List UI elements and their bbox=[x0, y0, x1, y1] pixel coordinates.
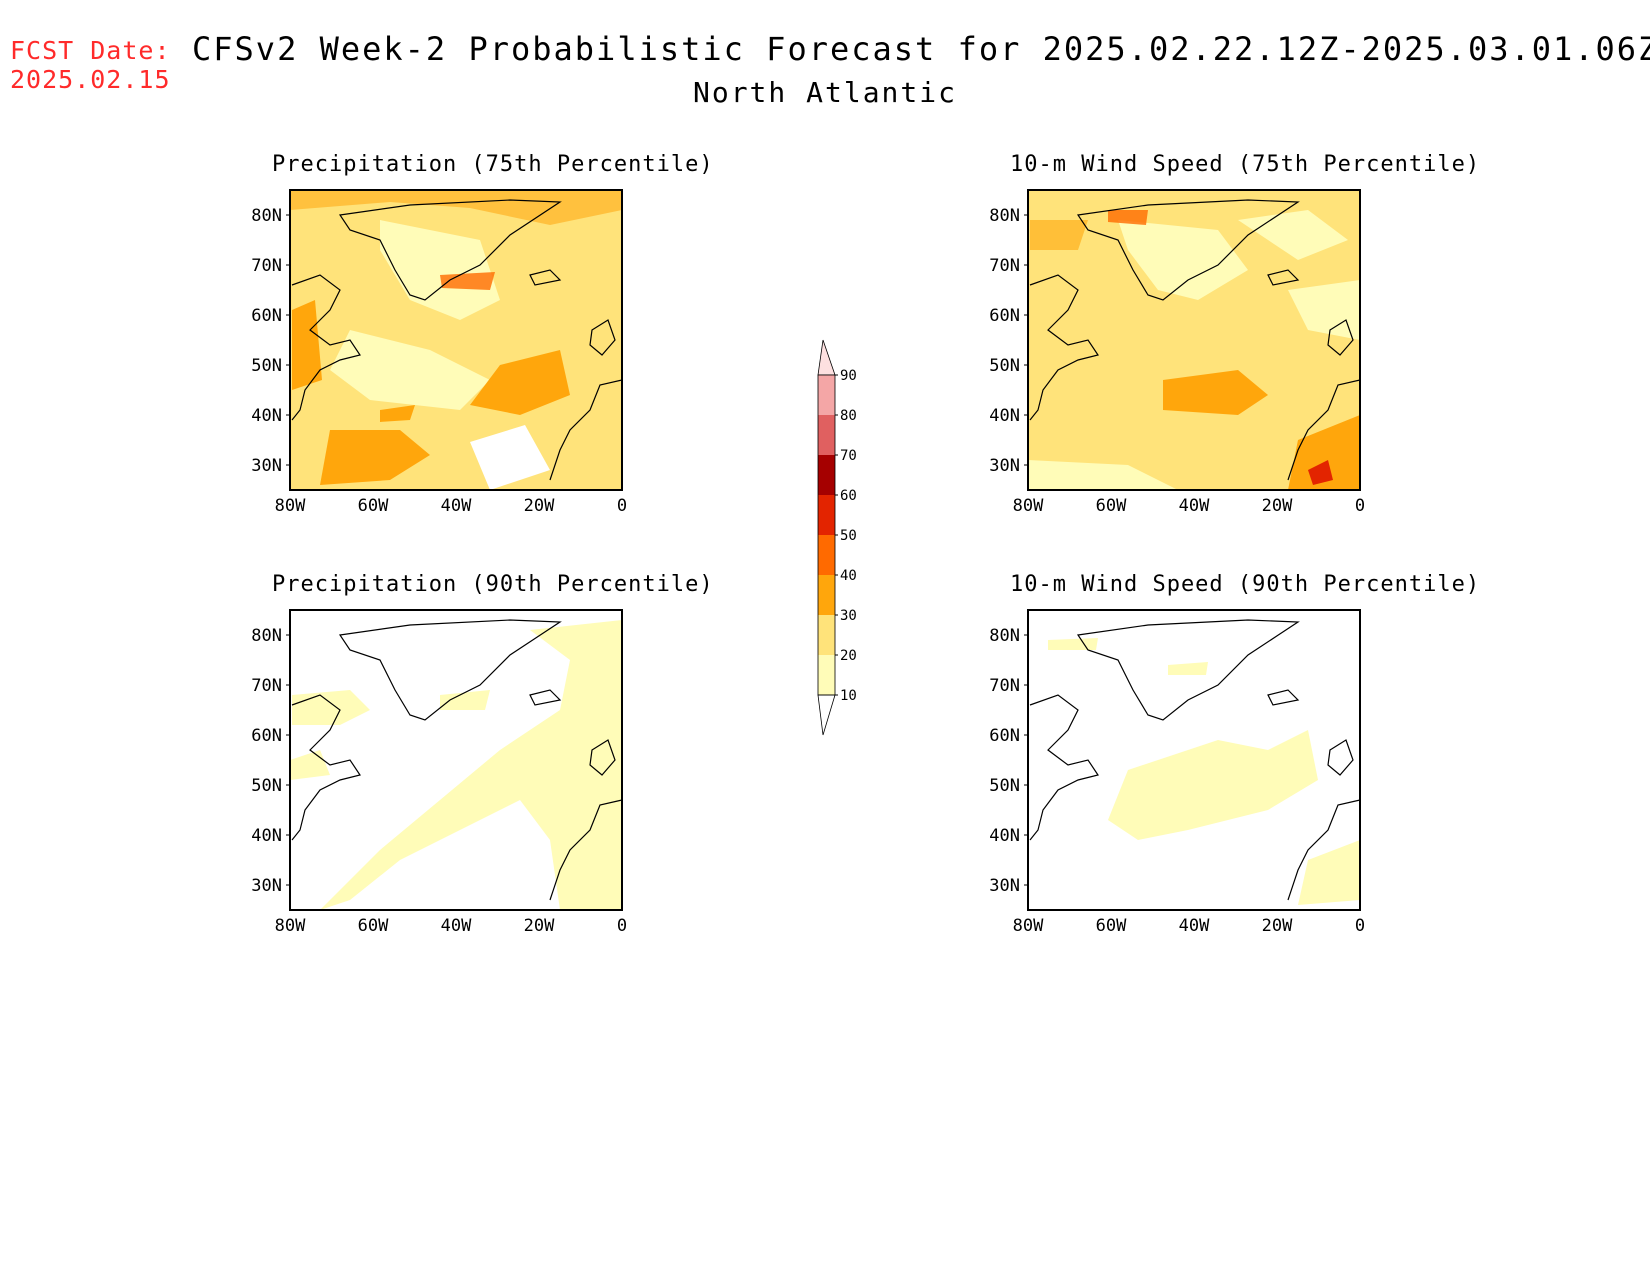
lat-tick-30n: 30N bbox=[989, 456, 1020, 476]
lon-tick-60w: 60W bbox=[1096, 916, 1127, 936]
lat-tick-group: 80N 70N 60N 50N 40N 30N bbox=[251, 206, 290, 476]
lon-tick-40w: 40W bbox=[441, 916, 472, 936]
colorbar-label-20: 20 bbox=[840, 648, 857, 664]
lat-tick-40n: 40N bbox=[251, 406, 282, 426]
map-frame bbox=[1027, 189, 1361, 491]
lat-tick-50n: 50N bbox=[251, 356, 282, 376]
colorbar-label-50: 50 bbox=[840, 528, 857, 544]
coastlines-wind-90 bbox=[1029, 619, 1361, 901]
colorbar-bin-50-60 bbox=[818, 495, 835, 535]
lat-tick-30n: 30N bbox=[989, 876, 1020, 896]
lon-tick-20w: 20W bbox=[524, 496, 555, 516]
lat-tick-50n: 50N bbox=[989, 356, 1020, 376]
lat-tick-60n: 60N bbox=[251, 726, 282, 746]
lat-tick-group: 80N 70N 60N 50N 40N 30N bbox=[989, 206, 1028, 476]
map-frame bbox=[1027, 609, 1361, 911]
lat-tick-60n: 60N bbox=[251, 306, 282, 326]
panel-title-wind-75: 10-m Wind Speed (75th Percentile) bbox=[1010, 152, 1481, 177]
lon-tick-80w: 80W bbox=[275, 496, 306, 516]
colorbar-bin-80-90 bbox=[818, 375, 835, 415]
fcst-date-label: FCST Date: bbox=[10, 36, 171, 65]
map-wind-90: 80N 70N 60N 50N 40N 30N 80W 60W 40W 20W … bbox=[989, 609, 1365, 936]
coastlines-precip-90 bbox=[291, 619, 623, 901]
map-frame bbox=[289, 189, 623, 491]
map-frame bbox=[289, 609, 623, 911]
lat-tick-80n: 80N bbox=[989, 206, 1020, 226]
lat-tick-80n: 80N bbox=[989, 626, 1020, 646]
lat-tick-80n: 80N bbox=[251, 206, 282, 226]
lon-tick-40w: 40W bbox=[1179, 916, 1210, 936]
colorbar-label-40: 40 bbox=[840, 568, 857, 584]
lon-tick-80w: 80W bbox=[275, 916, 306, 936]
lon-tick-group: 80W 60W 40W 20W 0 bbox=[1013, 916, 1365, 936]
lon-tick-group: 80W 60W 40W 20W 0 bbox=[275, 496, 627, 516]
coastlines-precip-75 bbox=[291, 199, 623, 481]
colorbar-bin-10-20 bbox=[818, 655, 835, 695]
lat-tick-30n: 30N bbox=[251, 456, 282, 476]
colorbar-bin-40-50 bbox=[818, 535, 835, 575]
lat-tick-60n: 60N bbox=[989, 306, 1020, 326]
lat-tick-70n: 70N bbox=[251, 676, 282, 696]
colorbar-label-90: 90 bbox=[840, 368, 857, 384]
colorbar-label-80: 80 bbox=[840, 408, 857, 424]
lon-tick-0: 0 bbox=[617, 916, 627, 936]
lat-tick-80n: 80N bbox=[251, 626, 282, 646]
lon-tick-80w: 80W bbox=[1013, 496, 1044, 516]
map-wind-75: 80N 70N 60N 50N 40N 30N 80W 60W 40W 20W … bbox=[989, 189, 1365, 516]
lat-tick-group: 80N 70N 60N 50N 40N 30N bbox=[251, 626, 290, 896]
panel-title-precip-75: Precipitation (75th Percentile) bbox=[272, 152, 714, 177]
lat-tick-40n: 40N bbox=[989, 406, 1020, 426]
shading-precip-75 bbox=[290, 190, 622, 490]
coastlines-wind-75 bbox=[1029, 199, 1361, 481]
lon-tick-20w: 20W bbox=[1262, 496, 1293, 516]
map-precip-75: 80N 70N 60N 50N 40N 30N 80W 60W 40W 20W … bbox=[251, 189, 627, 516]
shading-wind-90 bbox=[1028, 610, 1360, 910]
lat-tick-50n: 50N bbox=[251, 776, 282, 796]
lat-tick-70n: 70N bbox=[251, 256, 282, 276]
colorbar-label-60: 60 bbox=[840, 488, 857, 504]
lon-tick-60w: 60W bbox=[358, 916, 389, 936]
lat-tick-40n: 40N bbox=[989, 826, 1020, 846]
colorbar-bin-70-80 bbox=[818, 415, 835, 455]
shading-precip-90 bbox=[290, 610, 622, 910]
lat-tick-50n: 50N bbox=[989, 776, 1020, 796]
lat-tick-40n: 40N bbox=[251, 826, 282, 846]
lon-tick-0: 0 bbox=[1355, 496, 1365, 516]
lon-tick-80w: 80W bbox=[1013, 916, 1044, 936]
lon-tick-40w: 40W bbox=[441, 496, 472, 516]
colorbar: 90 80 70 60 50 40 30 20 10 bbox=[817, 339, 857, 736]
lat-tick-60n: 60N bbox=[989, 726, 1020, 746]
map-precip-90: 80N 70N 60N 50N 40N 30N 80W 60W 40W 20W … bbox=[251, 609, 627, 936]
lat-tick-70n: 70N bbox=[989, 676, 1020, 696]
lon-tick-20w: 20W bbox=[524, 916, 555, 936]
colorbar-bottom-cap bbox=[817, 694, 836, 736]
colorbar-label-30: 30 bbox=[840, 608, 857, 624]
forecast-date: FCST Date: 2025.02.15 bbox=[10, 36, 171, 94]
lon-tick-group: 80W 60W 40W 20W 0 bbox=[275, 916, 627, 936]
lon-tick-group: 80W 60W 40W 20W 0 bbox=[1013, 496, 1365, 516]
colorbar-bin-30-40 bbox=[818, 575, 835, 615]
lon-tick-0: 0 bbox=[1355, 916, 1365, 936]
colorbar-bin-60-70 bbox=[818, 455, 835, 495]
lat-tick-70n: 70N bbox=[989, 256, 1020, 276]
shading-wind-75 bbox=[1028, 190, 1360, 490]
lon-tick-20w: 20W bbox=[1262, 916, 1293, 936]
lon-tick-60w: 60W bbox=[1096, 496, 1127, 516]
fcst-date-value: 2025.02.15 bbox=[10, 65, 171, 94]
panel-title-wind-90: 10-m Wind Speed (90th Percentile) bbox=[1010, 572, 1481, 597]
lat-tick-group: 80N 70N 60N 50N 40N 30N bbox=[989, 626, 1028, 896]
colorbar-bin-20-30 bbox=[818, 615, 835, 655]
lon-tick-60w: 60W bbox=[358, 496, 389, 516]
lat-tick-30n: 30N bbox=[251, 876, 282, 896]
panel-title-precip-90: Precipitation (90th Percentile) bbox=[272, 572, 714, 597]
colorbar-top-cap bbox=[817, 339, 836, 376]
lon-tick-0: 0 bbox=[617, 496, 627, 516]
lon-tick-40w: 40W bbox=[1179, 496, 1210, 516]
figure-title: CFSv2 Week-2 Probabilistic Forecast for … bbox=[192, 30, 1650, 68]
colorbar-label-70: 70 bbox=[840, 448, 857, 464]
figure-subtitle: North Atlantic bbox=[692, 76, 957, 109]
colorbar-label-10: 10 bbox=[840, 688, 857, 704]
